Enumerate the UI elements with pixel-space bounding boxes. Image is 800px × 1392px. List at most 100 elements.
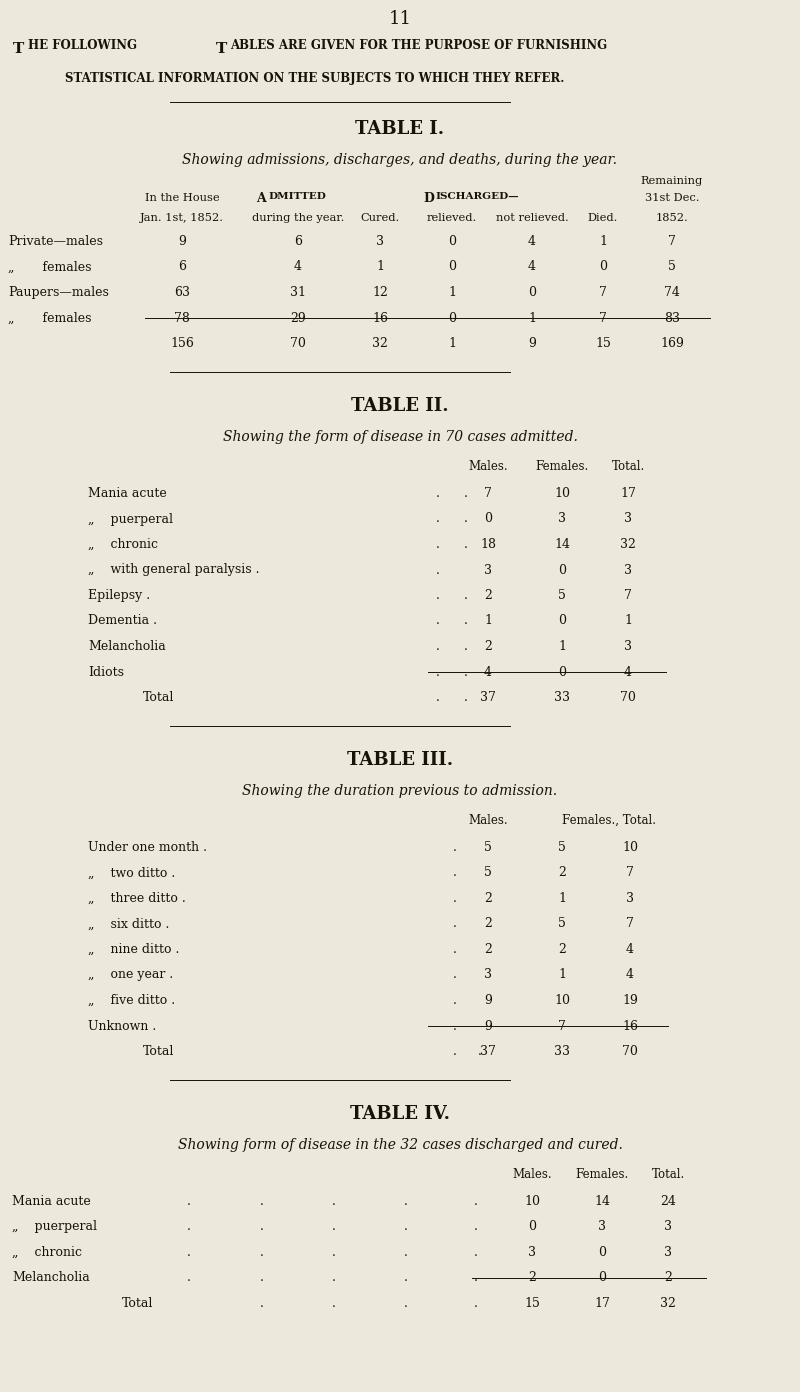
Text: „    chronic: „ chronic	[12, 1246, 82, 1258]
Text: 70: 70	[290, 337, 306, 349]
Text: 2: 2	[558, 942, 566, 956]
Text: 83: 83	[664, 312, 680, 324]
Text: 4: 4	[528, 260, 536, 273]
Text: 16: 16	[372, 312, 388, 324]
Text: ABLES ARE GIVEN FOR THE PURPOSE OF FURNISHING: ABLES ARE GIVEN FOR THE PURPOSE OF FURNI…	[230, 39, 607, 52]
Text: 3: 3	[664, 1246, 672, 1258]
Text: .: .	[260, 1297, 264, 1310]
Text: Idiots: Idiots	[88, 665, 124, 678]
Text: 3: 3	[558, 512, 566, 526]
Text: .: .	[404, 1221, 408, 1233]
Text: 5: 5	[484, 841, 492, 855]
Text: 10: 10	[554, 487, 570, 500]
Text: .: .	[464, 537, 468, 551]
Text: 2: 2	[484, 640, 492, 653]
Text: .: .	[474, 1221, 478, 1233]
Text: 5: 5	[558, 589, 566, 601]
Text: 0: 0	[484, 512, 492, 526]
Text: 7: 7	[668, 235, 676, 248]
Text: 0: 0	[448, 260, 456, 273]
Text: 17: 17	[620, 487, 636, 500]
Text: Showing admissions, discharges, and deaths, during the year.: Showing admissions, discharges, and deat…	[182, 153, 618, 167]
Text: 16: 16	[622, 1019, 638, 1033]
Text: 1: 1	[376, 260, 384, 273]
Text: .: .	[453, 892, 457, 905]
Text: 10: 10	[554, 994, 570, 1006]
Text: 1852.: 1852.	[656, 213, 688, 223]
Text: .: .	[436, 487, 440, 500]
Text: 7: 7	[624, 589, 632, 601]
Text: .: .	[464, 690, 468, 704]
Text: „    one year .: „ one year .	[88, 969, 174, 981]
Text: Males.: Males.	[512, 1168, 552, 1180]
Text: .: .	[453, 1045, 457, 1058]
Text: .: .	[436, 512, 440, 526]
Text: TABLE IV.: TABLE IV.	[350, 1105, 450, 1123]
Text: .: .	[464, 589, 468, 601]
Text: .: .	[260, 1221, 264, 1233]
Text: 169: 169	[660, 337, 684, 349]
Text: 15: 15	[595, 337, 611, 349]
Text: 14: 14	[554, 537, 570, 551]
Text: 2: 2	[664, 1271, 672, 1285]
Text: 1: 1	[599, 235, 607, 248]
Text: DMITTED: DMITTED	[268, 192, 326, 200]
Text: 9: 9	[484, 1019, 492, 1033]
Text: „    chronic: „ chronic	[88, 537, 158, 551]
Text: 9: 9	[178, 235, 186, 248]
Text: .: .	[453, 942, 457, 956]
Text: 10: 10	[524, 1194, 540, 1208]
Text: Unknown .: Unknown .	[88, 1019, 156, 1033]
Text: 78: 78	[174, 312, 190, 324]
Text: Epilepsy .: Epilepsy .	[88, 589, 150, 601]
Text: during the year.: during the year.	[252, 213, 344, 223]
Text: 0: 0	[528, 1221, 536, 1233]
Text: 4: 4	[484, 665, 492, 678]
Text: TABLE II.: TABLE II.	[351, 397, 449, 415]
Text: „    nine ditto .: „ nine ditto .	[88, 942, 179, 956]
Text: 0: 0	[558, 665, 566, 678]
Text: .: .	[453, 917, 457, 930]
Text: .: .	[260, 1271, 264, 1285]
Text: 15: 15	[524, 1297, 540, 1310]
Text: .: .	[464, 665, 468, 678]
Text: 70: 70	[622, 1045, 638, 1058]
Text: „    two ditto .: „ two ditto .	[88, 866, 175, 880]
Text: D: D	[423, 192, 434, 205]
Text: 3: 3	[528, 1246, 536, 1258]
Text: Mania acute: Mania acute	[88, 487, 166, 500]
Text: 2: 2	[484, 589, 492, 601]
Text: „    five ditto .: „ five ditto .	[88, 994, 175, 1006]
Text: TABLE III.: TABLE III.	[347, 752, 453, 768]
Text: .: .	[474, 1271, 478, 1285]
Text: 1: 1	[484, 614, 492, 628]
Text: 9: 9	[484, 994, 492, 1006]
Text: 24: 24	[660, 1194, 676, 1208]
Text: 1: 1	[448, 285, 456, 299]
Text: Mania acute: Mania acute	[12, 1194, 90, 1208]
Text: 1: 1	[528, 312, 536, 324]
Text: 0: 0	[599, 260, 607, 273]
Text: 37: 37	[480, 690, 496, 704]
Text: 19: 19	[622, 994, 638, 1006]
Text: Paupers—males: Paupers—males	[8, 285, 109, 299]
Text: 18: 18	[480, 537, 496, 551]
Text: .: .	[453, 994, 457, 1006]
Text: „    puerperal: „ puerperal	[12, 1221, 97, 1233]
Text: .: .	[453, 866, 457, 880]
Text: „    with general paralysis .: „ with general paralysis .	[88, 564, 259, 576]
Text: 0: 0	[598, 1271, 606, 1285]
Text: .: .	[436, 589, 440, 601]
Text: 1: 1	[558, 969, 566, 981]
Text: 14: 14	[594, 1194, 610, 1208]
Text: .: .	[474, 1246, 478, 1258]
Text: .: .	[187, 1194, 191, 1208]
Text: 33: 33	[554, 1045, 570, 1058]
Text: 4: 4	[528, 235, 536, 248]
Text: 0: 0	[448, 312, 456, 324]
Text: 7: 7	[599, 285, 607, 299]
Text: 2: 2	[528, 1271, 536, 1285]
Text: .: .	[332, 1246, 336, 1258]
Text: 2: 2	[558, 866, 566, 880]
Text: 0: 0	[558, 564, 566, 576]
